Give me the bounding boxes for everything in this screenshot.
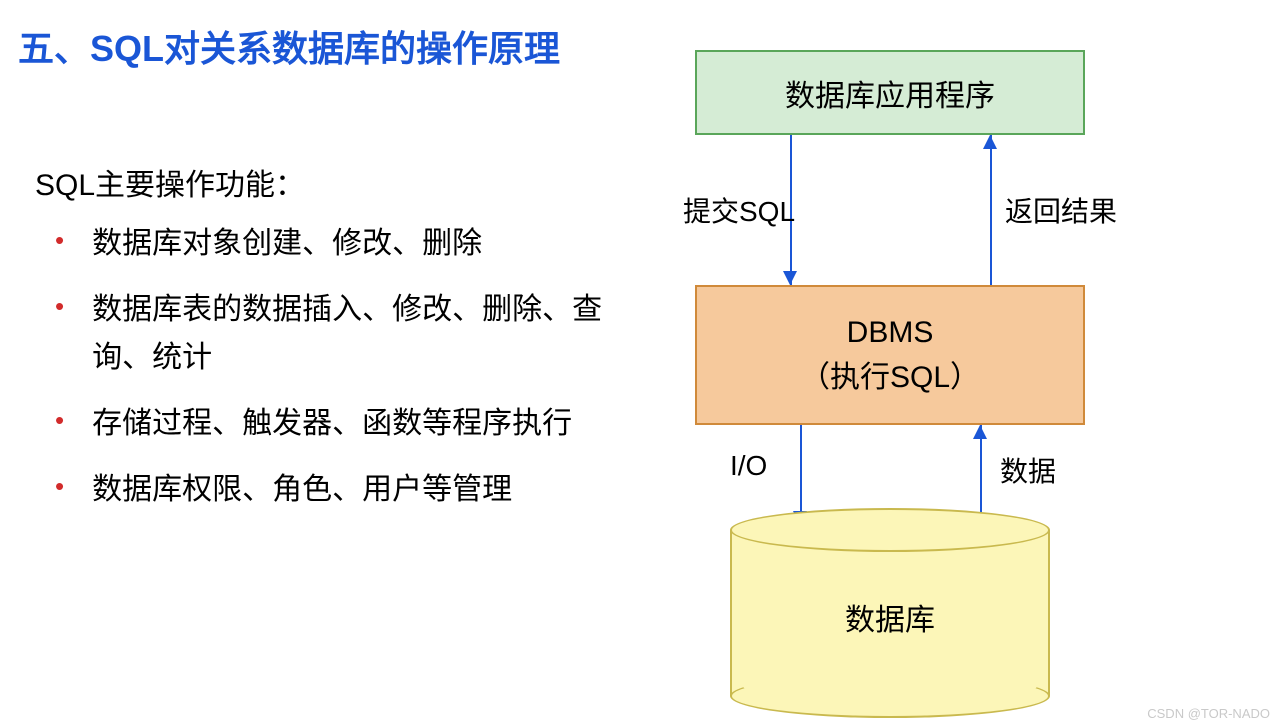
arrow-return-result [990,135,992,285]
watermark: CSDN @TOR-NADO [1147,706,1270,721]
bullet-text: 存储过程、触发器、函数等程序执行 [92,400,572,448]
database-label: 数据库 [685,595,1095,639]
list-item: • 数据库权限、角色、用户等管理 [55,466,645,514]
bullet-text: 数据库对象创建、修改、删除 [92,220,482,268]
slide-title: 五、SQL对关系数据库的操作原理 [18,20,560,72]
arrow-label-data: 数据 [1000,450,1056,490]
bullet-icon: • [55,466,64,508]
app-box: 数据库应用程序 [695,50,1085,135]
dbms-box-line2: （执行SQL） [800,355,980,400]
arrow-label-io: I/O [730,450,767,482]
arrowhead-down-icon [783,271,797,285]
bullet-text: 数据库表的数据插入、修改、删除、查询、统计 [92,286,645,382]
dbms-box: DBMS （执行SQL） [695,285,1085,425]
bullet-icon: • [55,220,64,262]
arrow-label-submit: 提交SQL [683,190,795,230]
list-item: • 数据库表的数据插入、修改、删除、查询、统计 [55,286,645,382]
list-item: • 存储过程、触发器、函数等程序执行 [55,400,645,448]
subtitle: SQL主要操作功能： [35,160,305,204]
list-item: • 数据库对象创建、修改、删除 [55,220,645,268]
bullet-icon: • [55,400,64,442]
arrowhead-up-icon [973,425,987,439]
bullet-list: • 数据库对象创建、修改、删除 • 数据库表的数据插入、修改、删除、查询、统计 … [55,220,645,532]
dbms-box-line1: DBMS [847,310,934,355]
app-box-label: 数据库应用程序 [785,71,995,115]
bullet-text: 数据库权限、角色、用户等管理 [92,466,512,514]
cylinder-bottom [730,674,1050,718]
architecture-diagram: 数据库应用程序 提交SQL 返回结果 DBMS （执行SQL） I/O 数据 数… [685,40,1245,720]
bullet-icon: • [55,286,64,328]
arrow-label-return: 返回结果 [1005,190,1117,230]
arrowhead-up-icon [983,135,997,149]
cylinder-top [730,508,1050,552]
